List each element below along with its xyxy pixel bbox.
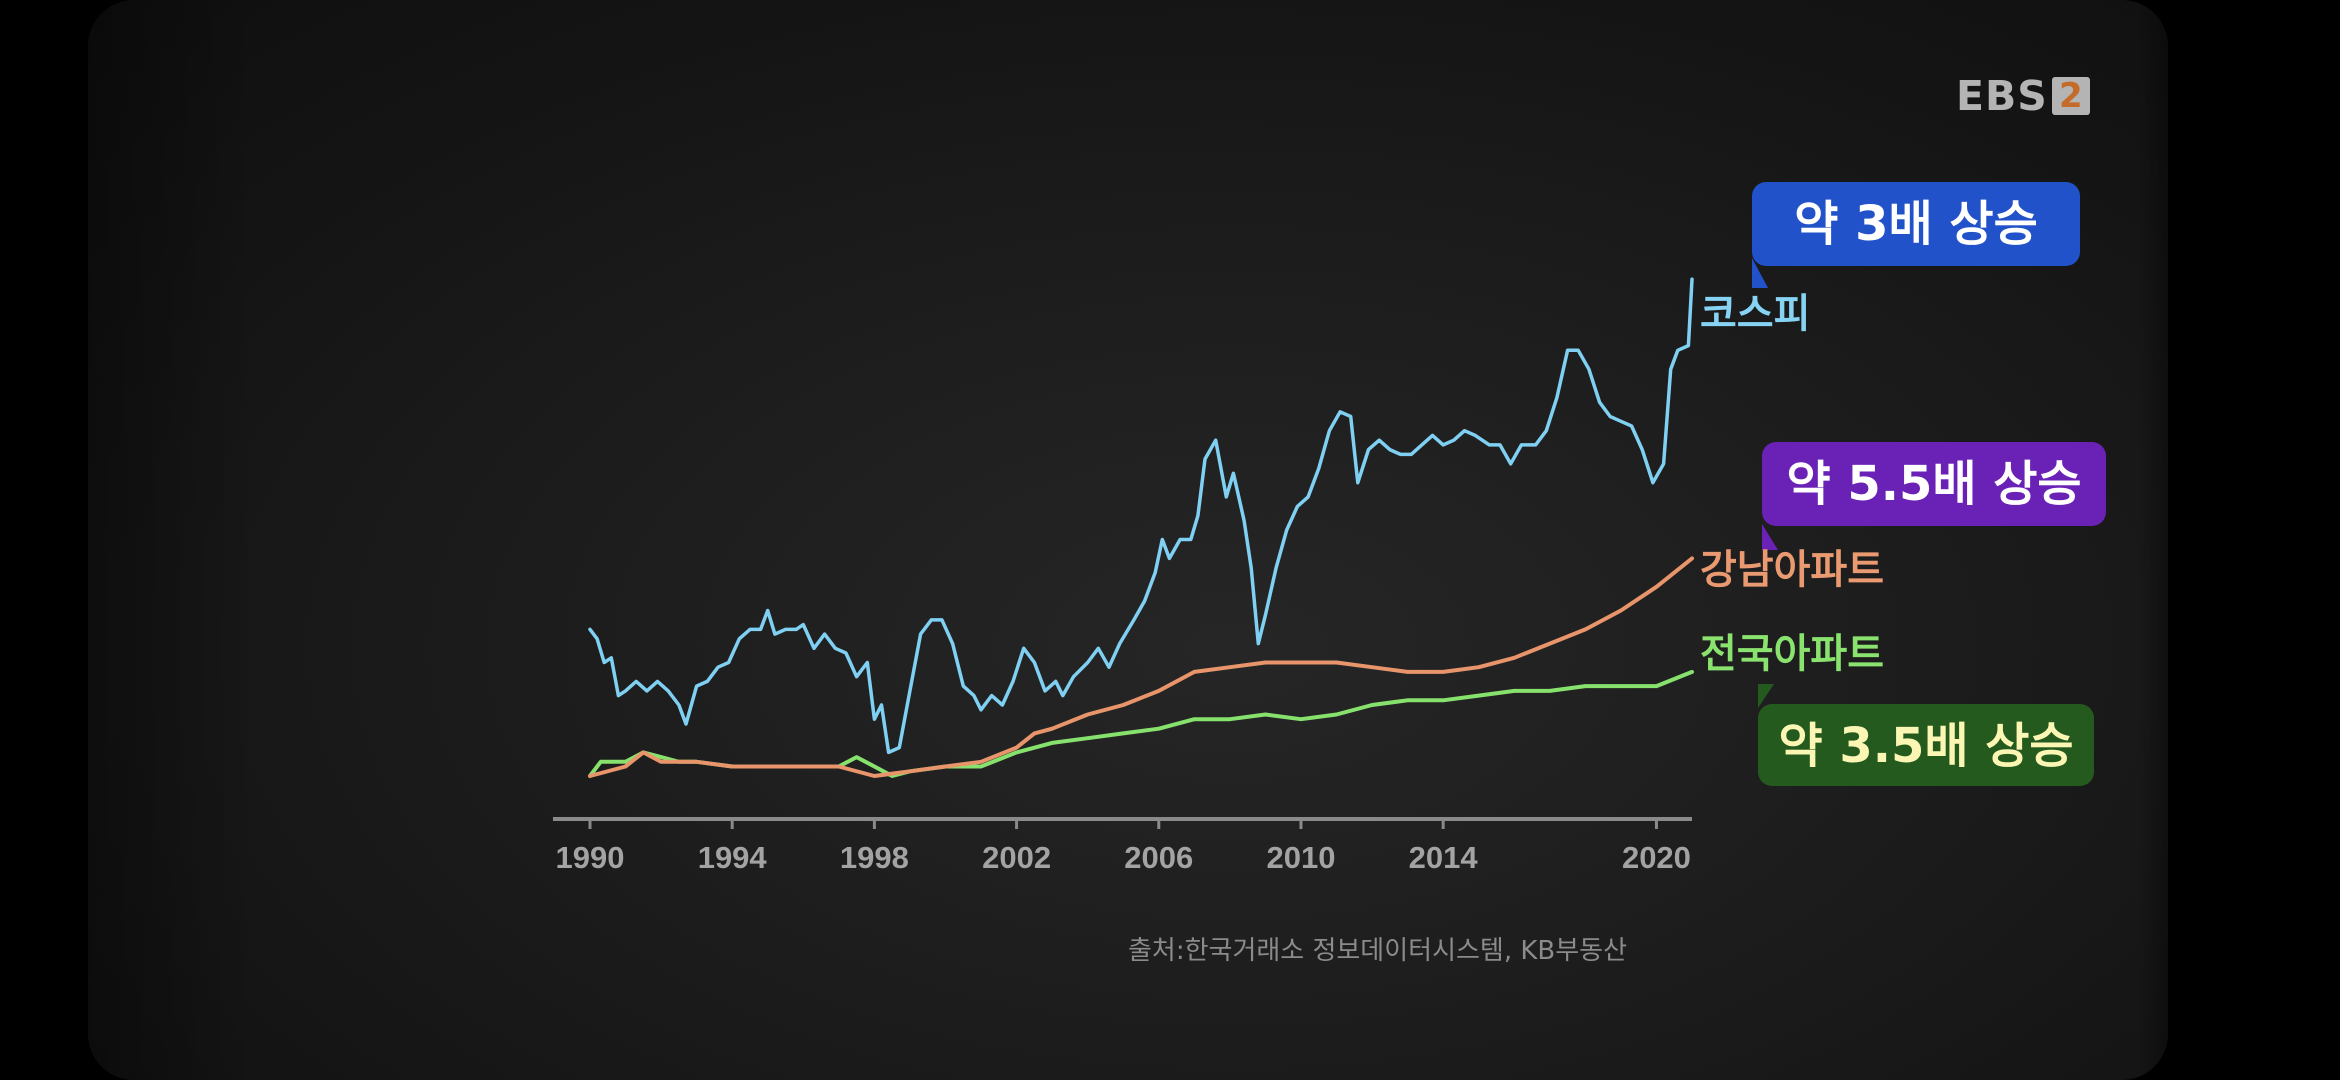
callout-nation-tail [1758, 684, 1774, 708]
series-line-kospi [588, 277, 1694, 755]
logo-number: 2 [2051, 77, 2090, 115]
source-note: 출처:한국거래소 정보데이터시스템, KB부동산 [1128, 936, 1628, 966]
x-tick-label: 2002 [982, 840, 1051, 875]
logo-text: EBS [1956, 72, 2048, 120]
callout-gangnam-text: 약 5.5배 상승 [1786, 456, 2082, 512]
x-tick-label: 2014 [1409, 840, 1479, 875]
left-shade [88, 0, 258, 1080]
video-frame [88, 0, 2168, 1080]
callout-nation: 약 3.5배 상승 [1758, 704, 2094, 786]
callout-nation-text: 약 3.5배 상승 [1778, 718, 2074, 774]
right-shade [2138, 0, 2168, 1080]
callout-kospi: 약 3배 상승 [1752, 182, 2080, 266]
x-tick-label: 2020 [1622, 840, 1691, 875]
x-tick-label: 1994 [698, 840, 768, 875]
x-tick-label: 2006 [1124, 840, 1193, 875]
series-line-nation [588, 669, 1694, 778]
callout-gangnam-tail [1762, 524, 1778, 550]
x-tick-label: 1990 [556, 840, 625, 875]
x-tick-label: 2010 [1266, 840, 1335, 875]
ebs2-logo: EBS 2 [1956, 73, 2090, 119]
x-tick-label: 1998 [840, 840, 909, 875]
callout-kospi-text: 약 3배 상승 [1794, 196, 2038, 252]
series-label-gangnam: 강남아파트 [1700, 547, 1884, 593]
series-line-gangnam [588, 556, 1694, 778]
callout-gangnam: 약 5.5배 상승 [1762, 442, 2106, 526]
series-label-kospi: 코스피 [1700, 291, 1811, 337]
series-label-nation: 전국아파트 [1700, 631, 1884, 677]
